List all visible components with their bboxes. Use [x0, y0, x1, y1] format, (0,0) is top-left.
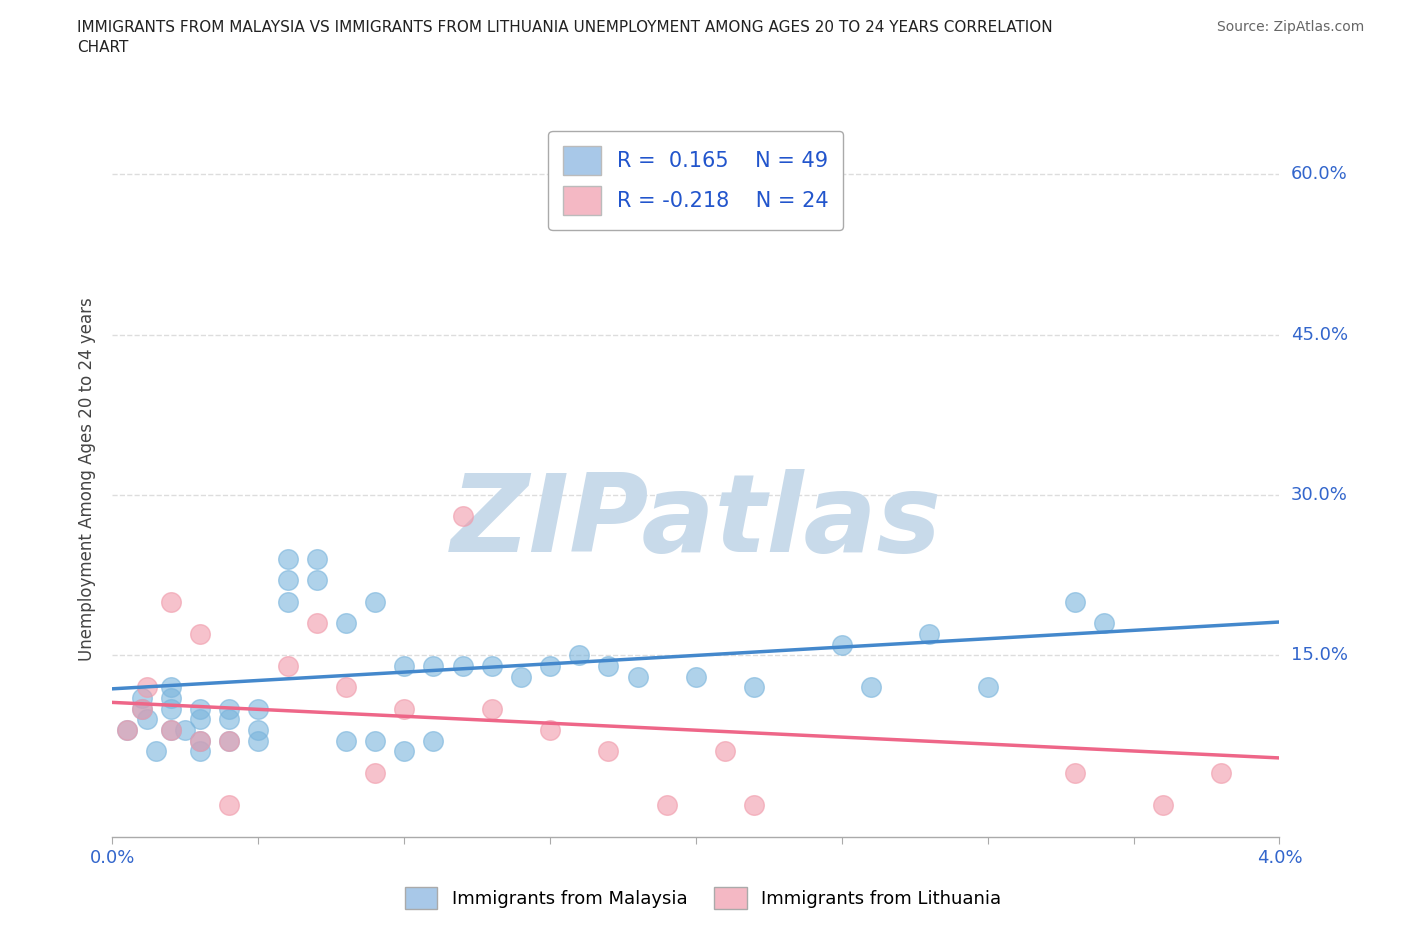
Point [145, 744, 167, 759]
Point [1094, 616, 1116, 631]
Point [598, 658, 620, 673]
Point [598, 744, 620, 759]
Text: IMMIGRANTS FROM MALAYSIA VS IMMIGRANTS FROM LITHUANIA UNEMPLOYMENT AMONG AGES 20: IMMIGRANTS FROM MALAYSIA VS IMMIGRANTS F… [77, 20, 1053, 35]
Point [335, 680, 357, 695]
Point [451, 509, 474, 524]
Point [131, 701, 153, 716]
Point [394, 744, 416, 759]
Point [859, 680, 883, 695]
Point [1152, 798, 1174, 813]
Point [394, 658, 416, 673]
Point [976, 680, 998, 695]
Point [305, 616, 328, 631]
Point [247, 734, 270, 749]
Text: CHART: CHART [77, 40, 129, 55]
Point [160, 680, 183, 695]
Point [742, 680, 765, 695]
Point [364, 765, 387, 780]
Point [276, 551, 298, 566]
Legend: Immigrants from Malaysia, Immigrants from Lithuania: Immigrants from Malaysia, Immigrants fro… [398, 880, 1008, 916]
Point [568, 648, 591, 663]
Point [276, 573, 298, 588]
Point [1064, 765, 1087, 780]
Point [364, 734, 387, 749]
Point [188, 734, 211, 749]
Text: 60.0%: 60.0% [1291, 166, 1347, 183]
Point [218, 734, 240, 749]
Point [188, 701, 211, 716]
Point [160, 701, 183, 716]
Point [831, 637, 853, 652]
Point [218, 734, 240, 749]
Point [918, 627, 941, 642]
Point [218, 712, 240, 727]
Text: Source: ZipAtlas.com: Source: ZipAtlas.com [1216, 20, 1364, 34]
Text: 15.0%: 15.0% [1291, 646, 1347, 664]
Point [247, 701, 270, 716]
Point [422, 734, 444, 749]
Point [188, 712, 211, 727]
Text: ZIPatlas: ZIPatlas [450, 469, 942, 575]
Point [160, 594, 183, 609]
Point [188, 627, 211, 642]
Point [538, 658, 561, 673]
Point [714, 744, 737, 759]
Point [685, 670, 707, 684]
Point [160, 723, 183, 737]
Point [131, 701, 153, 716]
Point [247, 723, 270, 737]
Legend: R =  0.165    N = 49, R = -0.218    N = 24: R = 0.165 N = 49, R = -0.218 N = 24 [548, 131, 844, 230]
Point [335, 616, 357, 631]
Point [627, 670, 650, 684]
Point [655, 798, 678, 813]
Point [115, 723, 138, 737]
Point [188, 744, 211, 759]
Point [160, 691, 183, 706]
Text: 30.0%: 30.0% [1291, 486, 1347, 504]
Point [136, 680, 159, 695]
Point [276, 658, 298, 673]
Point [1064, 594, 1087, 609]
Point [174, 723, 197, 737]
Y-axis label: Unemployment Among Ages 20 to 24 years: Unemployment Among Ages 20 to 24 years [77, 297, 96, 661]
Point [1211, 765, 1233, 780]
Point [115, 723, 138, 737]
Point [136, 712, 159, 727]
Point [160, 723, 183, 737]
Point [335, 734, 357, 749]
Point [131, 691, 153, 706]
Point [218, 798, 240, 813]
Point [422, 658, 444, 673]
Point [394, 701, 416, 716]
Text: 45.0%: 45.0% [1291, 326, 1348, 344]
Point [538, 723, 561, 737]
Point [218, 701, 240, 716]
Point [451, 658, 474, 673]
Point [364, 594, 387, 609]
Point [801, 135, 824, 150]
Point [305, 551, 328, 566]
Point [742, 798, 765, 813]
Point [188, 734, 211, 749]
Point [481, 658, 503, 673]
Point [305, 573, 328, 588]
Point [509, 670, 531, 684]
Point [481, 701, 503, 716]
Point [276, 594, 298, 609]
